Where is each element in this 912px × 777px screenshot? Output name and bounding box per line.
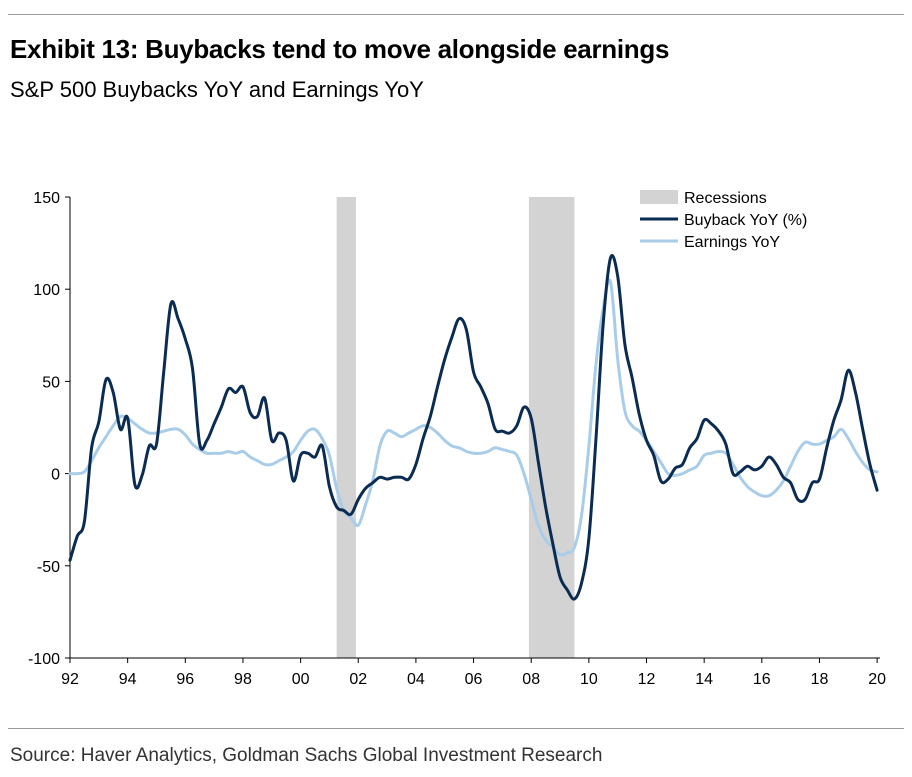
recession-band-2 [528, 197, 575, 658]
y-tick-label: 150 [33, 190, 60, 207]
y-tick-label: 0 [51, 467, 60, 484]
legend-swatch-recessions [640, 190, 678, 204]
x-tick-label: 92 [61, 671, 79, 688]
x-tick-label: 16 [753, 671, 771, 688]
y-tick-label: -50 [37, 559, 60, 576]
legend-label-buyback-yoy: Buyback YoY (%) [684, 212, 807, 229]
legend-label-recessions: Recessions [684, 190, 767, 207]
x-tick-label: 18 [811, 671, 829, 688]
chart-series [68, 253, 879, 601]
x-tick-label: 10 [580, 671, 598, 688]
x-tick-label: 98 [234, 671, 252, 688]
chart-legend: Recessions Buyback YoY (%) Earnings YoY [640, 190, 807, 251]
exhibit-subtitle: S&P 500 Buybacks YoY and Earnings YoY [10, 77, 424, 102]
earnings-yoy-line [68, 278, 879, 557]
bottom-rule [8, 728, 904, 729]
source-note: Source: Haver Analytics, Goldman Sachs G… [10, 745, 603, 766]
x-tick-label: 94 [119, 671, 137, 688]
buyback-yoy-line [68, 253, 879, 601]
x-tick-label: 12 [638, 671, 656, 688]
x-tick-label: 96 [176, 671, 194, 688]
x-tick-label: 02 [349, 671, 367, 688]
recession-bands [336, 197, 575, 658]
y-tick-label: 50 [42, 374, 60, 391]
x-tick-label: 14 [695, 671, 713, 688]
recession-band-1 [336, 197, 356, 658]
x-tick-label: 06 [465, 671, 483, 688]
x-tick-label: 00 [292, 671, 310, 688]
x-tick-label: 08 [522, 671, 540, 688]
x-tick-label: 20 [868, 671, 886, 688]
legend-label-earnings-yoy: Earnings YoY [684, 234, 780, 251]
exhibit-title: Exhibit 13: Buybacks tend to move alongs… [10, 34, 670, 64]
y-tick-label: -100 [28, 651, 60, 668]
x-tick-label: 04 [407, 671, 425, 688]
top-rule [8, 14, 904, 15]
y-tick-label: 100 [33, 282, 60, 299]
